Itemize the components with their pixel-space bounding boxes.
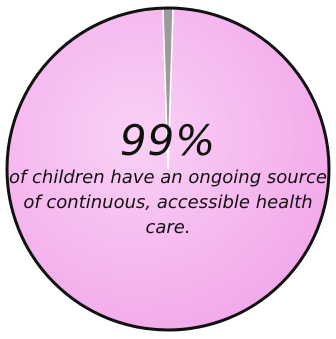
chart-caption: of children have an ongoing source of co… [8,167,328,238]
pie-outline [5,6,331,332]
headline-percentage: 99% [119,116,217,165]
